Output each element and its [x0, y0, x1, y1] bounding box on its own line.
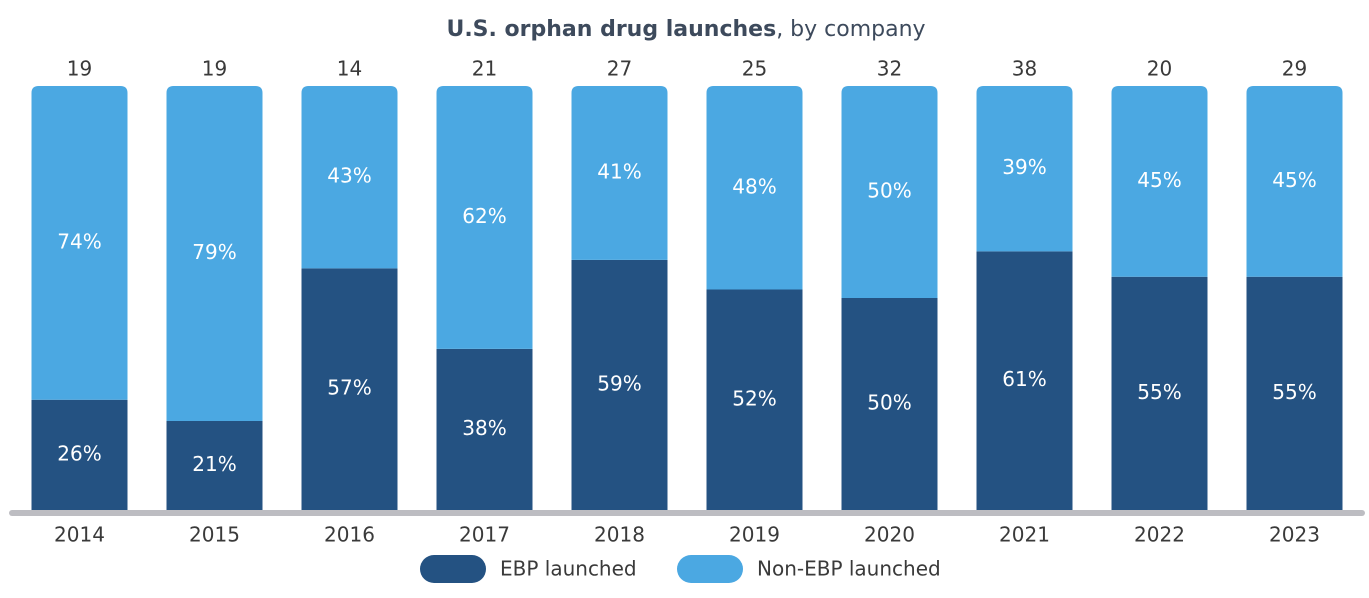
bar-segment	[436, 86, 533, 349]
x-tick-label: 2020	[864, 523, 915, 547]
bar-segment	[31, 399, 128, 510]
value-label: 50%	[867, 391, 911, 415]
total-label: 19	[67, 57, 92, 81]
bar-segment	[31, 86, 128, 400]
total-label: 25	[742, 57, 767, 81]
x-tick-label: 2018	[594, 523, 645, 547]
bar-segment	[571, 86, 668, 260]
x-tick-label: 2023	[1269, 523, 1320, 547]
bar-segment	[706, 86, 803, 290]
total-label: 27	[607, 57, 632, 81]
value-label: 62%	[462, 204, 506, 228]
title-suffix: , by company	[776, 17, 925, 42]
value-label: 21%	[192, 452, 236, 476]
value-label: 48%	[732, 174, 776, 198]
legend-swatch	[420, 555, 486, 583]
total-label: 32	[877, 57, 902, 81]
bar-segment	[976, 251, 1073, 511]
value-label: 38%	[462, 416, 506, 440]
x-tick-label: 2015	[189, 523, 240, 547]
x-tick-label: 2017	[459, 523, 510, 547]
x-tick-label: 2014	[54, 523, 105, 547]
bar-segment	[571, 259, 668, 510]
value-label: 50%	[867, 179, 911, 203]
x-tick-label: 2022	[1134, 523, 1185, 547]
x-tick-label: 2021	[999, 523, 1050, 547]
total-label: 19	[202, 57, 227, 81]
value-label: 79%	[192, 240, 236, 264]
value-label: 39%	[1002, 155, 1046, 179]
value-label: 59%	[597, 371, 641, 395]
value-label: 26%	[57, 441, 101, 465]
bar-segment	[166, 420, 263, 510]
bar-segment	[1246, 276, 1343, 510]
bar-segment	[841, 86, 938, 298]
bar-segment	[1111, 86, 1208, 277]
legend-swatch	[677, 555, 743, 583]
total-label: 29	[1282, 57, 1307, 81]
legend-label: Non-EBP launched	[757, 557, 941, 581]
bar-segment	[1111, 276, 1208, 510]
value-label: 41%	[597, 159, 641, 183]
value-label: 45%	[1272, 168, 1316, 192]
x-tick-label: 2016	[324, 523, 375, 547]
total-label: 14	[337, 57, 362, 81]
total-label: 20	[1147, 57, 1172, 81]
bar-segment	[841, 298, 938, 510]
value-label: 61%	[1002, 367, 1046, 391]
bar-segment	[166, 86, 263, 421]
value-label: 45%	[1137, 168, 1181, 192]
value-label: 55%	[1137, 380, 1181, 404]
value-label: 52%	[732, 386, 776, 410]
x-tick-label: 2019	[729, 523, 780, 547]
value-label: 43%	[327, 164, 371, 188]
bar-segment	[301, 86, 398, 269]
bar-segment	[706, 289, 803, 510]
value-label: 74%	[57, 229, 101, 253]
bar-segment	[301, 268, 398, 510]
legend-label: EBP launched	[500, 557, 637, 581]
bar-segment	[1246, 86, 1343, 277]
chart-title: U.S. orphan drug launches, by company	[446, 17, 925, 42]
total-label: 38	[1012, 57, 1037, 81]
bar-segment	[436, 348, 533, 510]
value-label: 57%	[327, 376, 371, 400]
value-label: 55%	[1272, 380, 1316, 404]
total-label: 21	[472, 57, 497, 81]
title-main: U.S. orphan drug launches	[446, 17, 776, 42]
bar-segment	[976, 86, 1073, 252]
